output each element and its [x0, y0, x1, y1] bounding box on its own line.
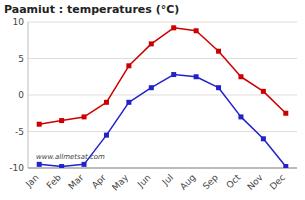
x-tick-label: Feb — [45, 172, 64, 191]
point — [238, 74, 243, 79]
point — [82, 162, 87, 167]
plot-area — [37, 25, 289, 168]
point — [104, 100, 109, 105]
x-tick-label: Mar — [66, 172, 85, 191]
x-tick-label: Jun — [135, 172, 153, 190]
point — [82, 114, 87, 119]
x-tick-label: May — [110, 172, 131, 193]
point — [261, 136, 266, 141]
title: Paamiut : temperatures (°C) — [4, 3, 179, 16]
x-tick-label: Sep — [201, 172, 220, 191]
point — [171, 25, 176, 30]
y-tick-label: -5 — [15, 127, 24, 137]
watermark: www.allmetsat.com — [36, 153, 105, 161]
y-tick-label: 10 — [13, 17, 25, 27]
series-line — [39, 28, 286, 124]
point — [216, 49, 221, 54]
point — [194, 28, 199, 33]
x-tick-label: Jul — [160, 172, 175, 187]
point — [37, 162, 42, 167]
point — [149, 85, 154, 90]
point — [104, 133, 109, 138]
chart: Paamiut : temperatures (°C) -10 -5 0 5 10 JanF… — [0, 0, 305, 200]
x-tick-label: Dec — [268, 172, 287, 191]
y-tick-label: 0 — [18, 90, 24, 100]
point — [126, 100, 131, 105]
y-tick-label: 5 — [18, 54, 24, 64]
grid-line — [28, 58, 297, 59]
x-tick-label: Aug — [178, 172, 198, 192]
y-tick-label: -10 — [9, 163, 24, 173]
point — [37, 122, 42, 127]
point — [238, 114, 243, 119]
point — [261, 89, 266, 94]
x-tick-label: Jan — [23, 172, 41, 190]
point — [171, 72, 176, 77]
x-axis-line — [28, 168, 297, 169]
x-tick-label: Nov — [245, 172, 265, 192]
point — [216, 85, 221, 90]
point — [283, 164, 288, 168]
y-axis-line — [28, 22, 29, 168]
point — [59, 164, 64, 168]
x-tick-label: Oct — [224, 172, 242, 190]
point — [126, 63, 131, 68]
grid-line — [28, 168, 297, 169]
grid-line — [28, 95, 297, 96]
x-tick-label: Apr — [90, 172, 108, 190]
point — [59, 118, 64, 123]
point — [283, 111, 288, 116]
point — [194, 74, 199, 79]
point — [149, 41, 154, 46]
grid-line — [28, 22, 297, 23]
